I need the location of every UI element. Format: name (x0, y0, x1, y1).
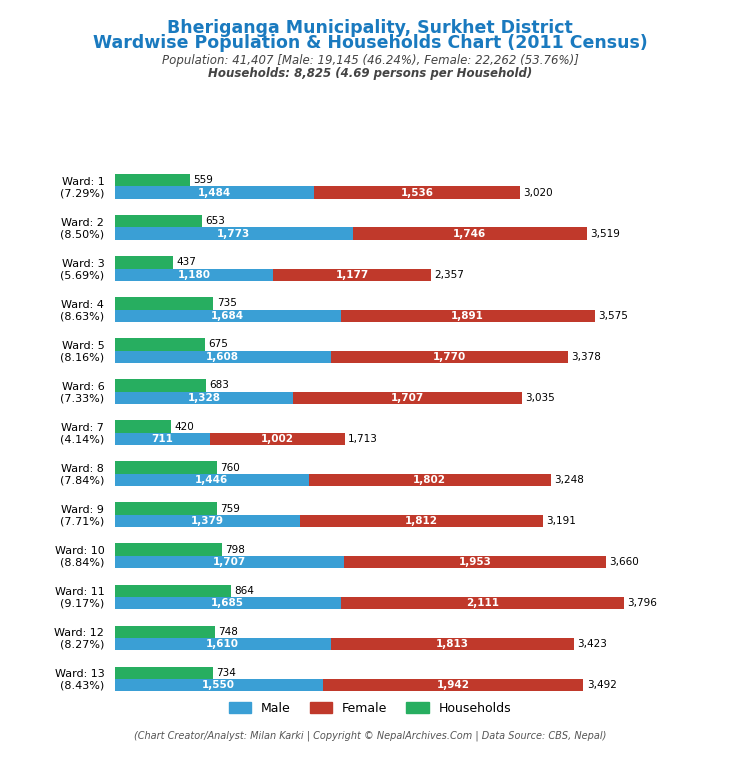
Text: 2,111: 2,111 (466, 598, 499, 608)
Bar (115, 474, 309, 486)
Text: 3,248: 3,248 (554, 475, 584, 485)
Bar (115, 257, 173, 269)
Text: 2,357: 2,357 (434, 270, 464, 280)
Text: 1,812: 1,812 (405, 516, 438, 526)
Bar (115, 515, 300, 527)
Bar (115, 667, 213, 679)
Text: 437: 437 (177, 257, 197, 267)
Bar (341, 597, 625, 609)
Bar (115, 310, 340, 322)
Text: 675: 675 (209, 339, 229, 349)
Text: 3,796: 3,796 (628, 598, 657, 608)
Text: 1,773: 1,773 (217, 229, 250, 239)
Text: 1,550: 1,550 (202, 680, 235, 690)
Bar (331, 351, 568, 363)
Bar (115, 338, 205, 351)
Text: 1,180: 1,180 (178, 270, 210, 280)
Bar (309, 474, 551, 486)
Bar (115, 556, 344, 568)
Text: 1,942: 1,942 (437, 680, 470, 690)
Text: 1,608: 1,608 (206, 352, 239, 362)
Bar (115, 174, 189, 187)
Text: 1,328: 1,328 (187, 392, 221, 402)
Text: (Chart Creator/Analyst: Milan Karki | Copyright © NepalArchives.Com | Data Sourc: (Chart Creator/Analyst: Milan Karki | Co… (134, 730, 606, 741)
Text: 3,378: 3,378 (571, 352, 602, 362)
Bar (115, 462, 217, 474)
Text: 759: 759 (220, 504, 240, 514)
Text: 3,020: 3,020 (523, 187, 553, 197)
Bar (273, 269, 431, 281)
Bar (115, 420, 171, 432)
Bar (115, 584, 231, 597)
Text: 3,575: 3,575 (598, 311, 628, 321)
Text: 653: 653 (206, 217, 226, 227)
Text: Households: 8,825 (4.69 persons per Household): Households: 8,825 (4.69 persons per Hous… (208, 67, 532, 80)
Text: 1,707: 1,707 (391, 392, 424, 402)
Text: 734: 734 (217, 667, 237, 678)
Text: 735: 735 (217, 299, 237, 309)
Bar (314, 187, 520, 199)
Text: 1,536: 1,536 (400, 187, 434, 197)
Bar (115, 215, 202, 227)
Bar (300, 515, 543, 527)
Text: 1,379: 1,379 (191, 516, 223, 526)
Bar (115, 638, 331, 650)
Text: Population: 41,407 [Male: 19,145 (46.24%), Female: 22,262 (53.76%)]: Population: 41,407 [Male: 19,145 (46.24%… (161, 54, 579, 67)
Text: Bheriganga Municipality, Surkhet District: Bheriganga Municipality, Surkhet Distric… (167, 19, 573, 37)
Text: 1,746: 1,746 (454, 229, 486, 239)
Text: 3,191: 3,191 (546, 516, 576, 526)
Text: 760: 760 (220, 462, 240, 472)
Bar (115, 351, 331, 363)
Text: 1,891: 1,891 (451, 311, 484, 321)
Text: 3,035: 3,035 (525, 392, 555, 402)
Text: 1,610: 1,610 (206, 639, 239, 649)
Text: 1,484: 1,484 (198, 187, 231, 197)
Text: Wardwise Population & Households Chart (2011 Census): Wardwise Population & Households Chart (… (92, 34, 648, 51)
Text: 1,684: 1,684 (211, 311, 244, 321)
Text: 1,770: 1,770 (433, 352, 466, 362)
Text: 1,707: 1,707 (212, 557, 246, 567)
Bar (115, 679, 323, 691)
Text: 3,519: 3,519 (591, 229, 620, 239)
Bar (115, 379, 206, 392)
Bar (331, 638, 574, 650)
Text: 683: 683 (209, 380, 229, 390)
Text: 1,953: 1,953 (459, 557, 491, 567)
Bar (344, 556, 606, 568)
Text: 1,802: 1,802 (413, 475, 446, 485)
Bar (293, 392, 522, 404)
Bar (323, 679, 583, 691)
Bar (115, 502, 217, 515)
Text: 1,713: 1,713 (348, 434, 378, 444)
Bar (115, 597, 341, 609)
Text: 1,002: 1,002 (261, 434, 294, 444)
Text: 748: 748 (218, 627, 238, 637)
Text: 3,492: 3,492 (587, 680, 616, 690)
Bar (210, 432, 345, 445)
Text: 1,177: 1,177 (335, 270, 369, 280)
Text: 559: 559 (193, 175, 213, 185)
Bar (115, 187, 314, 199)
Bar (115, 432, 210, 445)
Text: 420: 420 (175, 422, 194, 432)
Text: 864: 864 (234, 586, 254, 596)
Bar (115, 297, 213, 310)
Bar (353, 227, 587, 240)
Text: 1,813: 1,813 (436, 639, 469, 649)
Bar (340, 310, 594, 322)
Bar (115, 392, 293, 404)
Text: 3,660: 3,660 (609, 557, 639, 567)
Text: 1,446: 1,446 (195, 475, 229, 485)
Text: 3,423: 3,423 (577, 639, 608, 649)
Text: 1,685: 1,685 (212, 598, 244, 608)
Bar (115, 227, 353, 240)
Legend: Male, Female, Households: Male, Female, Households (223, 697, 517, 720)
Text: 711: 711 (152, 434, 173, 444)
Bar (115, 269, 273, 281)
Text: 798: 798 (225, 545, 245, 554)
Bar (115, 626, 215, 638)
Bar (115, 544, 222, 556)
